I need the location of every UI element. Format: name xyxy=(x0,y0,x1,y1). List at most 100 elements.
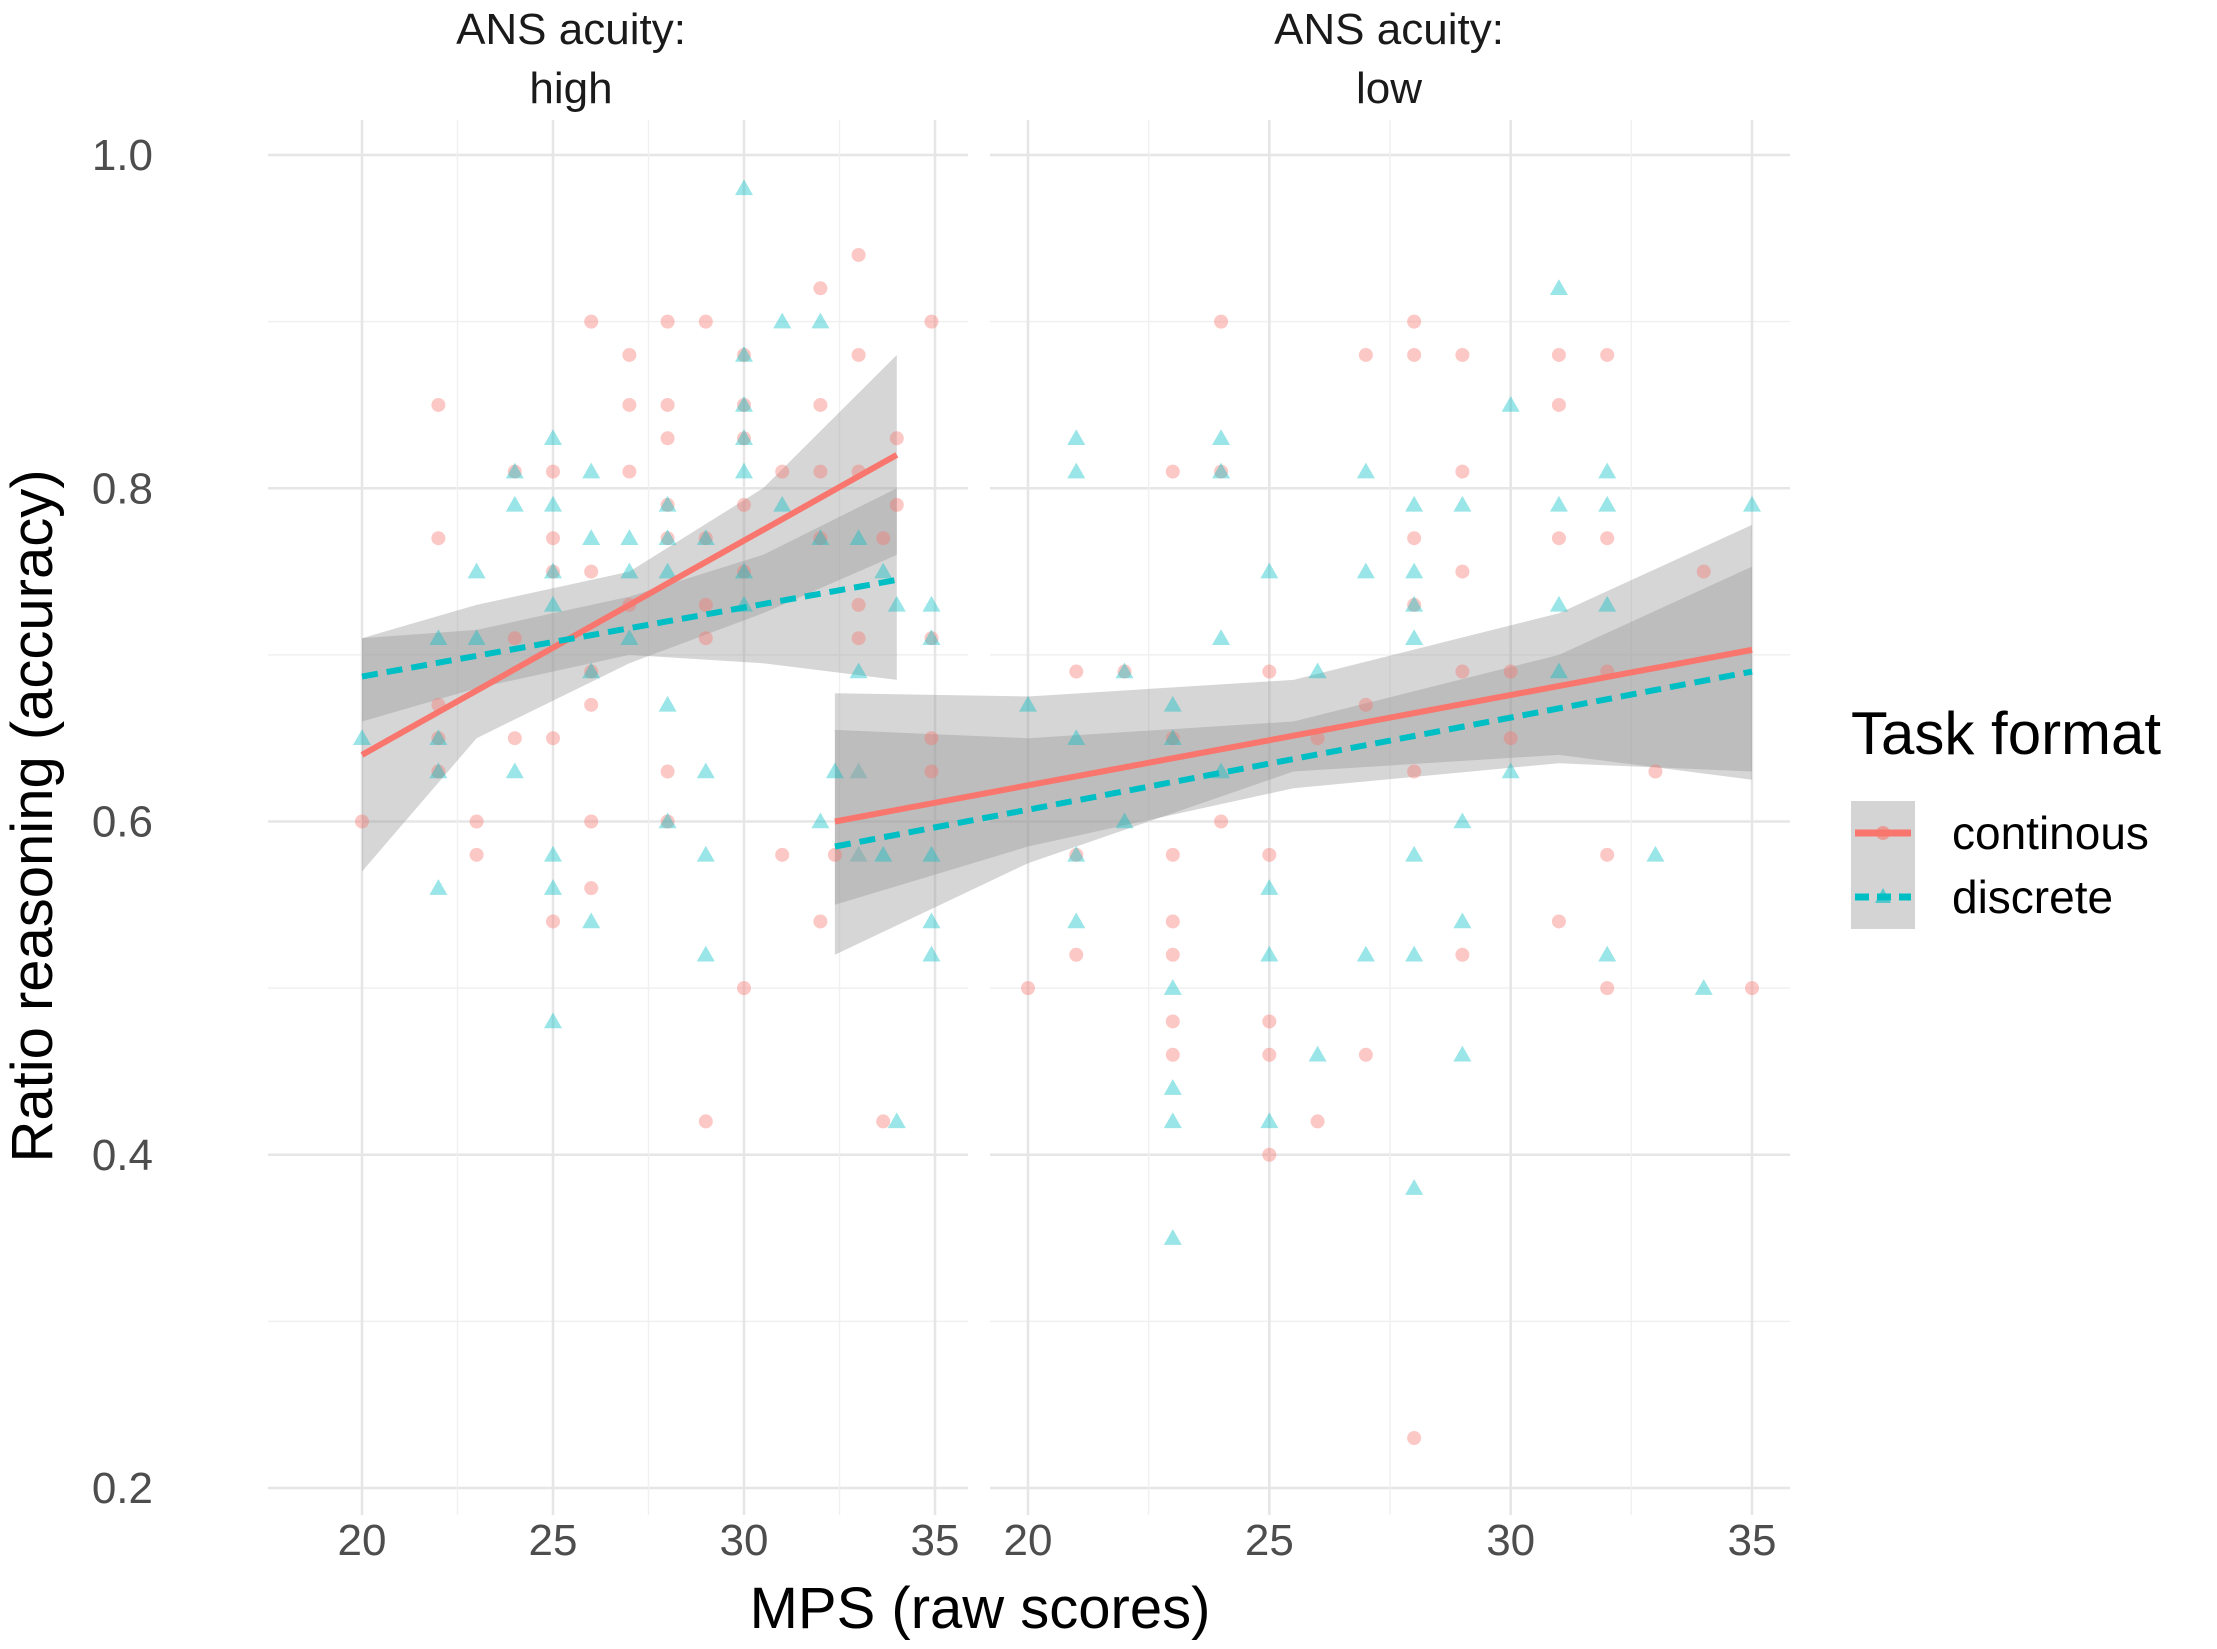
point-continuous xyxy=(1407,347,1422,362)
point-continuous xyxy=(431,531,446,546)
strip-title-low-line2: low xyxy=(1356,64,1422,113)
point-continuous xyxy=(737,397,751,412)
point-discrete xyxy=(811,312,830,329)
point-continuous xyxy=(431,764,446,779)
point-discrete xyxy=(544,845,562,862)
point-continuous xyxy=(1745,981,1759,996)
point-discrete xyxy=(1212,629,1231,645)
point-continuous xyxy=(546,531,560,546)
y-tick-label: 1.0 xyxy=(92,131,153,180)
fit-lines-high xyxy=(360,452,899,758)
point-discrete xyxy=(544,495,562,512)
point-discrete xyxy=(735,462,753,479)
point-discrete xyxy=(1163,1229,1182,1245)
point-continuous xyxy=(584,814,599,829)
point-continuous xyxy=(1165,914,1180,929)
point-continuous xyxy=(1262,847,1277,862)
point-discrete xyxy=(1453,495,1472,512)
point-continuous xyxy=(660,497,675,512)
legend-title: Task format xyxy=(1851,700,2161,767)
point-discrete xyxy=(582,529,601,545)
point-discrete xyxy=(1356,945,1375,962)
point-continuous xyxy=(1600,531,1615,546)
point-continuous xyxy=(737,347,751,362)
point-continuous xyxy=(1600,981,1615,996)
point-discrete xyxy=(696,945,715,962)
point-discrete xyxy=(658,562,677,579)
point-continuous xyxy=(1021,981,1035,996)
point-discrete xyxy=(1405,495,1424,512)
point-discrete xyxy=(1356,462,1375,479)
legend-label-continuous: continous xyxy=(1952,807,2149,859)
point-discrete xyxy=(658,529,677,545)
point-continuous xyxy=(1551,347,1566,362)
point-discrete xyxy=(849,762,868,779)
point-discrete xyxy=(874,845,893,862)
point-continuous xyxy=(1455,947,1470,962)
point-continuous xyxy=(924,631,939,646)
point-continuous xyxy=(1214,814,1229,829)
point-continuous xyxy=(737,431,751,446)
point-discrete xyxy=(1260,562,1279,579)
point-continuous xyxy=(924,764,939,779)
point-discrete xyxy=(1598,462,1617,479)
point-discrete xyxy=(429,762,448,779)
point-discrete xyxy=(696,762,715,779)
legend-marker-continuous xyxy=(1876,826,1890,840)
x-tick-label: 25 xyxy=(1245,1516,1294,1565)
point-discrete xyxy=(1163,979,1182,995)
grid-low xyxy=(990,120,1790,1515)
point-continuous xyxy=(622,464,637,479)
fit-line-discrete xyxy=(834,668,1753,850)
point-continuous xyxy=(1165,1014,1180,1029)
point-discrete xyxy=(1501,395,1520,412)
point-discrete xyxy=(735,429,753,446)
point-discrete xyxy=(735,562,753,579)
point-discrete xyxy=(505,462,524,479)
x-tick-label: 20 xyxy=(1004,1516,1053,1565)
point-discrete xyxy=(773,495,792,512)
point-discrete xyxy=(429,629,448,645)
point-discrete xyxy=(353,729,371,745)
point-continuous xyxy=(584,697,599,712)
x-tick-label: 25 xyxy=(529,1516,578,1565)
y-tick-label: 0.6 xyxy=(92,798,153,847)
point-continuous xyxy=(889,497,904,512)
point-discrete xyxy=(811,812,830,829)
point-continuous xyxy=(660,814,675,829)
point-continuous xyxy=(1407,531,1422,546)
point-discrete xyxy=(1260,879,1279,895)
point-continuous xyxy=(851,631,866,646)
point-discrete xyxy=(505,495,524,512)
point-continuous xyxy=(1262,1047,1277,1062)
x-tick-label: 20 xyxy=(338,1516,387,1565)
point-continuous xyxy=(584,564,599,579)
point-continuous xyxy=(1358,697,1373,712)
point-continuous xyxy=(889,431,904,446)
point-discrete xyxy=(735,395,753,412)
point-discrete xyxy=(1260,945,1279,962)
point-discrete xyxy=(505,762,524,779)
point-continuous xyxy=(507,631,522,646)
point-continuous xyxy=(1503,664,1518,679)
point-continuous xyxy=(1600,847,1615,862)
point-discrete xyxy=(544,879,562,895)
x-tick-label: 30 xyxy=(720,1516,769,1565)
point-continuous xyxy=(1069,847,1084,862)
point-discrete xyxy=(1260,1112,1279,1129)
point-discrete xyxy=(887,595,906,612)
point-continuous xyxy=(1455,664,1470,679)
legend: Task format continous discrete xyxy=(1851,700,2161,929)
point-continuous xyxy=(813,464,828,479)
point-discrete xyxy=(429,879,448,895)
point-discrete xyxy=(1598,945,1617,962)
point-continuous xyxy=(1551,397,1566,412)
panel-ans-low: 20 25 30 35 ANS acuity: low xyxy=(825,5,1790,1565)
point-continuous xyxy=(775,464,790,479)
point-continuous xyxy=(924,314,939,329)
point-discrete xyxy=(1743,495,1761,512)
point-discrete xyxy=(582,912,601,929)
panel-ans-high: 20 25 30 35 ANS acuity: high xyxy=(268,5,968,1565)
point-discrete xyxy=(1405,945,1424,962)
